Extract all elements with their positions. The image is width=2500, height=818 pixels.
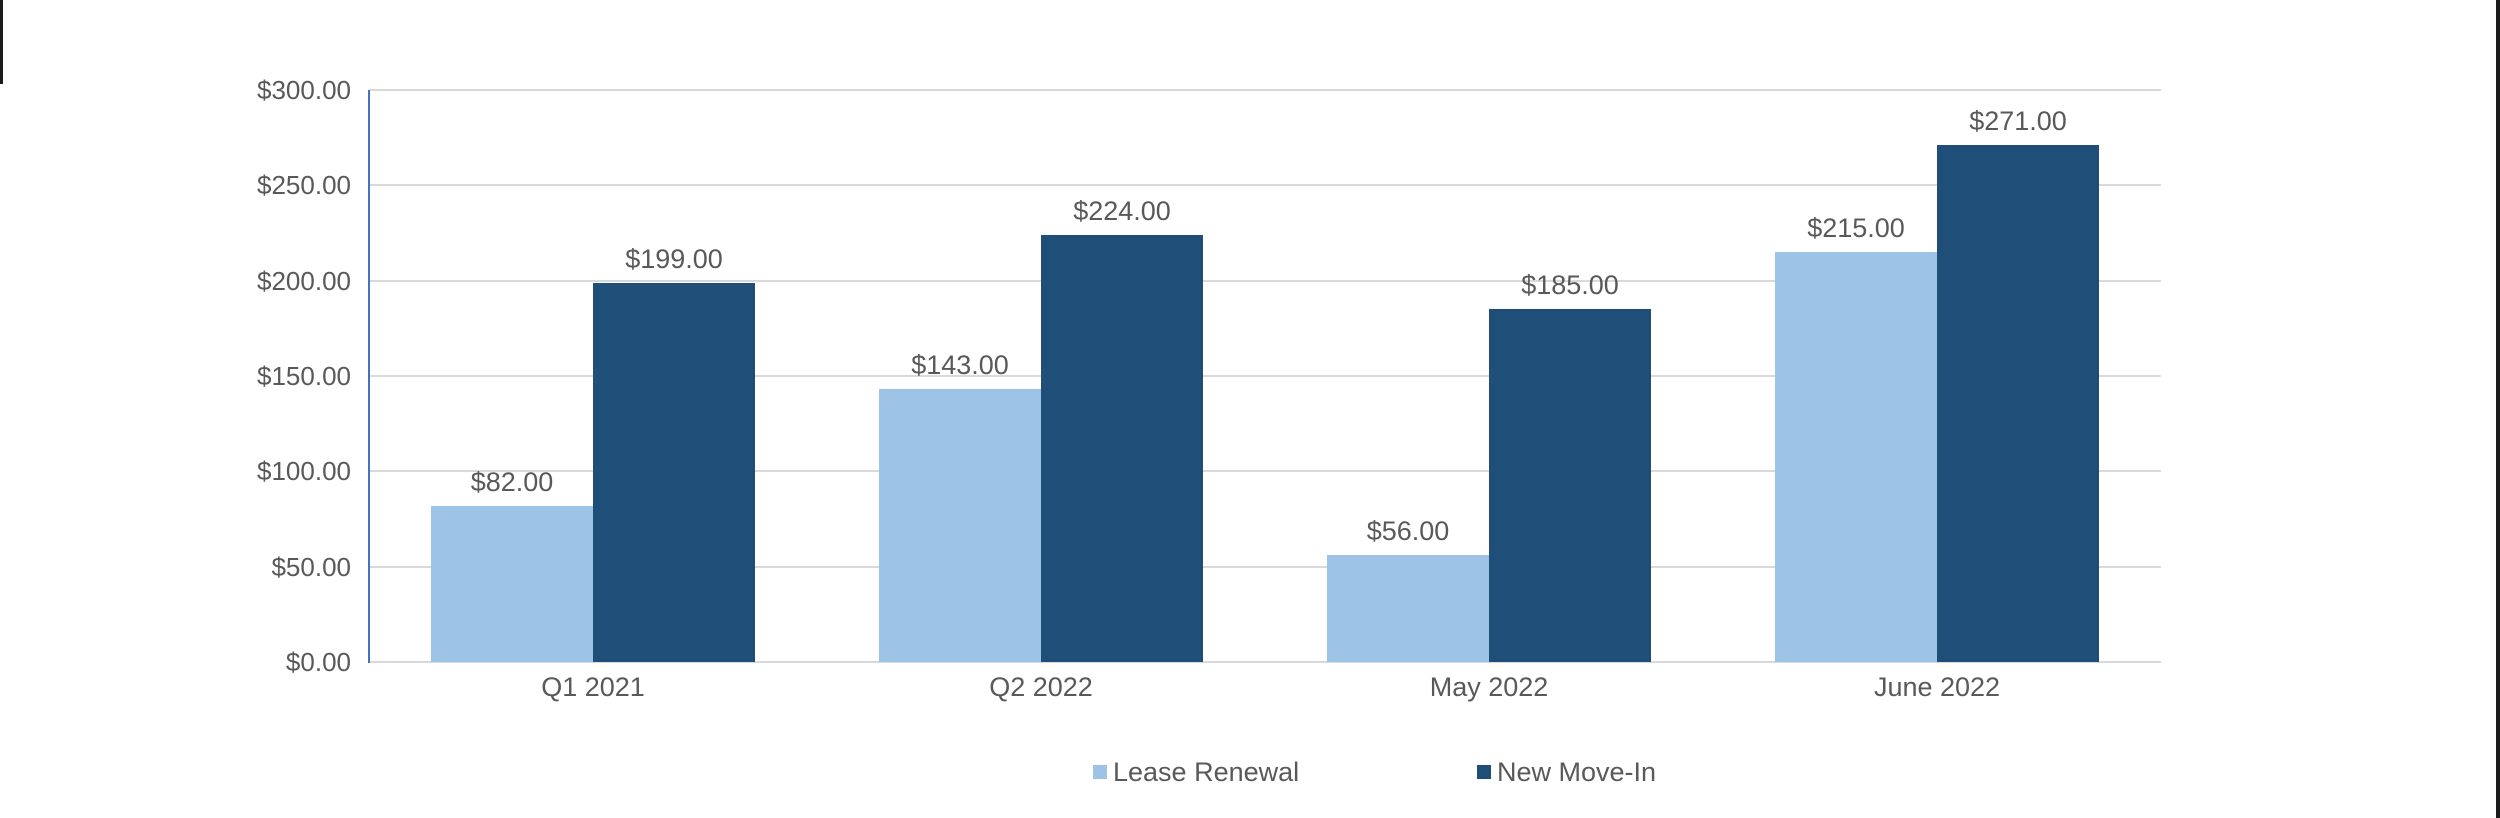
- y-axis-tick-label: $0.00: [285, 647, 351, 677]
- gridline: [369, 470, 2161, 473]
- legend-color-swatch-icon: [1093, 765, 1107, 779]
- bar-lease-renewal[interactable]: [1327, 555, 1489, 662]
- gridline: [369, 375, 2161, 377]
- y-axis-tick-label: $100.00: [257, 456, 351, 487]
- y-axis-tick-label: $50.00: [271, 551, 351, 582]
- bar-new-move-in[interactable]: [593, 282, 755, 662]
- x-axis-category-label: Q2 2022: [989, 672, 1093, 702]
- bar-value-label: $215.00: [1807, 213, 1905, 244]
- gridline: [369, 279, 2161, 282]
- y-axis-line: [368, 90, 370, 663]
- bar-value-label: $271.00: [1969, 106, 2067, 137]
- bar-lease-renewal[interactable]: [431, 505, 593, 662]
- window-left-border-line: [0, 0, 3, 84]
- bar-lease-renewal[interactable]: [1775, 252, 1937, 662]
- bar-lease-renewal[interactable]: [879, 389, 1041, 662]
- bar-new-move-in[interactable]: [1937, 145, 2099, 662]
- bar-value-label: $143.00: [911, 350, 1009, 381]
- legend-item-label: Lease Renewal: [1113, 756, 1300, 787]
- gridline: [369, 565, 2161, 568]
- x-axis-category-label: Q1 2021: [541, 672, 645, 702]
- gridline: [369, 89, 2161, 91]
- legend-color-swatch-icon: [1477, 765, 1491, 779]
- bar-new-move-in[interactable]: [1041, 234, 1203, 662]
- x-axis-category-label: May 2022: [1429, 672, 1549, 702]
- bar-value-label: $199.00: [625, 243, 723, 274]
- bar-value-label: $185.00: [1521, 270, 1619, 301]
- bar-new-move-in[interactable]: [1489, 309, 1651, 662]
- y-axis-tick-label: $150.00: [257, 361, 351, 391]
- legend-item-lease-renewal[interactable]: Lease Renewal: [1093, 757, 1299, 787]
- gridline: [369, 661, 2161, 663]
- x-axis-category-label: June 2022: [1873, 672, 2001, 702]
- y-axis-tick-label: $200.00: [257, 265, 351, 296]
- bar-value-label: $82.00: [470, 466, 554, 497]
- window-right-border-line: [2496, 0, 2500, 818]
- y-axis-tick-label: $300.00: [257, 75, 351, 105]
- bar-value-label: $56.00: [1366, 516, 1450, 547]
- legend-item-label: New Move-In: [1497, 756, 1657, 787]
- bar-value-label: $224.00: [1073, 195, 1171, 226]
- gridline: [369, 184, 2161, 187]
- legend-item-new-move-in[interactable]: New Move-In: [1477, 757, 1656, 787]
- y-axis-tick-label: $250.00: [257, 170, 351, 201]
